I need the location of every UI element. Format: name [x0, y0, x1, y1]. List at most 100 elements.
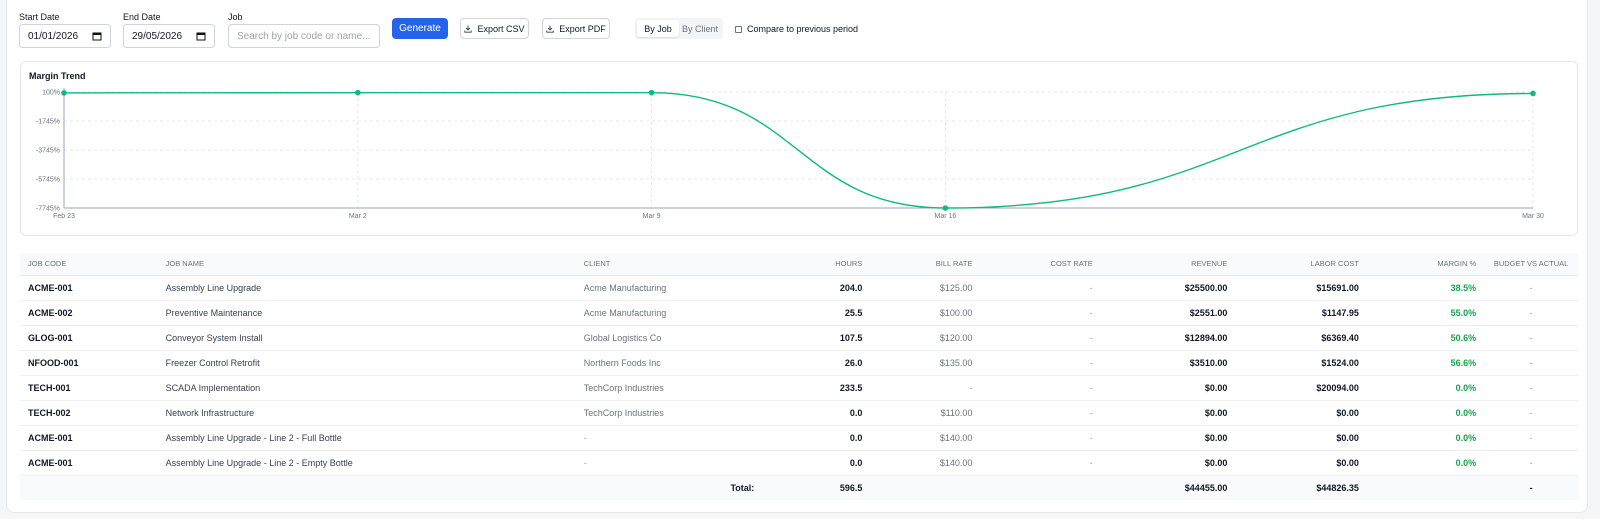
column-header-labor-cost[interactable]: LABOR COST — [1235, 253, 1367, 276]
column-header-cost-rate[interactable]: COST RATE — [980, 253, 1101, 276]
margin-trend-chart: 100% -1745% -3745% -5745% -7745%Feb 23 Mar 2 M… — [36, 88, 1544, 220]
total-spacer — [20, 475, 158, 500]
total-labor-cost: $44826.35 — [1235, 475, 1367, 500]
jobs-table-wrap: JOB CODE JOB NAME CLIENT HOURS BILL RATE COST… — [20, 253, 1578, 500]
cell-bill-rate: $100.00 — [870, 300, 981, 326]
export-pdf-button[interactable]: Export PDF — [542, 18, 610, 39]
margin-data-point — [648, 89, 655, 96]
table-row[interactable]: TECH-002 Network Infrastructure TechCorp I… — [20, 400, 1578, 426]
cell-budget-vs-actual: - — [1484, 275, 1578, 301]
column-header-bill-rate[interactable]: BILL RATE — [870, 253, 981, 276]
cell-revenue: $0.00 — [1100, 400, 1236, 426]
start-date-value: 01/01/2026 — [28, 30, 79, 42]
export-csv-label: Export CSV — [477, 23, 525, 34]
cell-cost-rate: - — [980, 425, 1101, 451]
end-date-value: 29/05/2026 — [132, 30, 183, 42]
table-row[interactable]: TECH-001 SCADA Implementation TechCorp Ind… — [20, 375, 1578, 401]
cell-hours: 204.0 — [762, 275, 871, 301]
cell-labor-cost: $6369.40 — [1235, 325, 1367, 351]
cell-budget-vs-actual: - — [1484, 300, 1578, 326]
cell-job-code: ACME-001 — [20, 425, 158, 451]
cell-bill-rate: $125.00 — [870, 275, 981, 301]
cell-bill-rate: $110.00 — [870, 400, 981, 426]
margin-data-point — [61, 90, 67, 96]
download-icon — [546, 25, 554, 33]
table-header-row: JOB CODE JOB NAME CLIENT HOURS BILL RATE COST… — [20, 253, 1578, 276]
cell-job-code: ACME-001 — [20, 450, 158, 476]
table-row[interactable]: ACME-002 Preventive Maintenance Acme Manuf… — [20, 300, 1578, 326]
table-row[interactable]: NFOOD-001 Freezer Control Retrofit Norther… — [20, 350, 1578, 376]
total-budget: - — [1484, 475, 1578, 500]
margin-data-point — [355, 89, 361, 96]
total-revenue: $44455.00 — [1100, 475, 1236, 500]
cell-job-code: TECH-001 — [20, 375, 158, 401]
generate-button[interactable]: Generate — [392, 18, 448, 39]
cell-job-name: Assembly Line Upgrade — [157, 275, 576, 301]
cell-job-code: GLOG-001 — [20, 325, 158, 351]
cell-bill-rate: $120.00 — [870, 325, 981, 351]
column-header-job-code[interactable]: JOB CODE — [20, 253, 158, 276]
cell-job-name: Freezer Control Retrofit — [157, 350, 576, 376]
cell-revenue: $12894.00 — [1100, 325, 1236, 351]
cell-budget-vs-actual: - — [1484, 375, 1578, 401]
cell-labor-cost: $15691.00 — [1235, 275, 1367, 301]
start-date-label: Start Date — [19, 12, 60, 22]
view-by-job-tab[interactable]: By Job — [637, 20, 679, 37]
table-row[interactable]: ACME-001 Assembly Line Upgrade - Line 2 -… — [20, 425, 1578, 451]
cell-cost-rate: - — [980, 325, 1101, 351]
column-header-job-name[interactable]: JOB NAME — [157, 253, 576, 276]
table-body: ACME-001 Assembly Line Upgrade Acme Manufa… — [20, 275, 1578, 500]
total-row: Total: 596.5 $44455.00 $44826.35 - — [20, 475, 1578, 500]
compare-option[interactable]: Compare to previous period — [735, 24, 858, 34]
cell-job-name: SCADA Implementation — [157, 375, 576, 401]
y-tick-label: 100% — [42, 90, 60, 97]
cell-client: Acme Manufacturing — [575, 275, 763, 301]
column-header-budget-vs-actual[interactable]: BUDGET VS ACTUAL — [1484, 253, 1578, 276]
cell-client: Northern Foods Inc — [575, 350, 763, 376]
view-toggle: By Job By Client — [635, 18, 723, 39]
y-tick-label: -5745% — [36, 177, 60, 184]
calendar-icon[interactable] — [92, 31, 102, 41]
cell-job-code: NFOOD-001 — [20, 350, 158, 376]
start-date-input[interactable]: 01/01/2026 — [19, 24, 111, 48]
table-row[interactable]: ACME-001 Assembly Line Upgrade - Line 2 -… — [20, 450, 1578, 476]
download-icon — [464, 25, 473, 33]
end-date-label: End Date — [123, 12, 161, 22]
cell-revenue: $0.00 — [1100, 450, 1236, 476]
compare-checkbox[interactable] — [735, 25, 742, 33]
x-tick-label: Mar 9 — [643, 213, 661, 220]
cell-hours: 0.0 — [762, 450, 871, 476]
cell-client: TechCorp Industries — [575, 375, 763, 401]
y-tick-label: -7745% — [36, 206, 60, 213]
cell-budget-vs-actual: - — [1484, 400, 1578, 426]
export-pdf-label: Export PDF — [559, 23, 606, 34]
cell-job-name: Conveyor System Install — [157, 325, 576, 351]
x-tick-label: Feb 23 — [53, 213, 75, 220]
column-header-revenue[interactable]: REVENUE — [1100, 253, 1236, 276]
cell-job-code: ACME-001 — [20, 275, 158, 301]
column-header-hours[interactable]: HOURS — [762, 253, 871, 276]
cell-bill-rate: $140.00 — [870, 450, 981, 476]
cell-cost-rate: - — [980, 300, 1101, 326]
table-row[interactable]: ACME-001 Assembly Line Upgrade Acme Manufa… — [20, 275, 1578, 301]
cell-labor-cost: $1147.95 — [1235, 300, 1367, 326]
cell-bill-rate: $135.00 — [870, 350, 981, 376]
export-csv-button[interactable]: Export CSV — [460, 18, 529, 39]
job-label: Job — [228, 12, 243, 22]
view-by-client-tab[interactable]: By Client — [681, 23, 718, 34]
end-date-input[interactable]: 29/05/2026 — [123, 24, 215, 48]
cell-client: TechCorp Industries — [575, 400, 763, 426]
margin-data-point — [942, 205, 949, 211]
cell-budget-vs-actual: - — [1484, 450, 1578, 476]
cell-labor-cost: $20094.00 — [1235, 375, 1367, 401]
calendar-icon[interactable] — [196, 31, 206, 41]
column-header-margin[interactable]: MARGIN % — [1366, 253, 1485, 276]
cell-hours: 26.0 — [762, 350, 871, 376]
margin-series-line — [63, 91, 1534, 209]
column-header-client[interactable]: CLIENT — [575, 253, 763, 276]
cell-bill-rate: $140.00 — [870, 425, 981, 451]
total-spacer — [980, 475, 1101, 500]
table-row[interactable]: GLOG-001 Conveyor System Install Global Lo… — [20, 325, 1578, 351]
job-search-input[interactable]: Search by job code or name... — [228, 24, 380, 48]
cell-hours: 25.5 — [762, 300, 871, 326]
